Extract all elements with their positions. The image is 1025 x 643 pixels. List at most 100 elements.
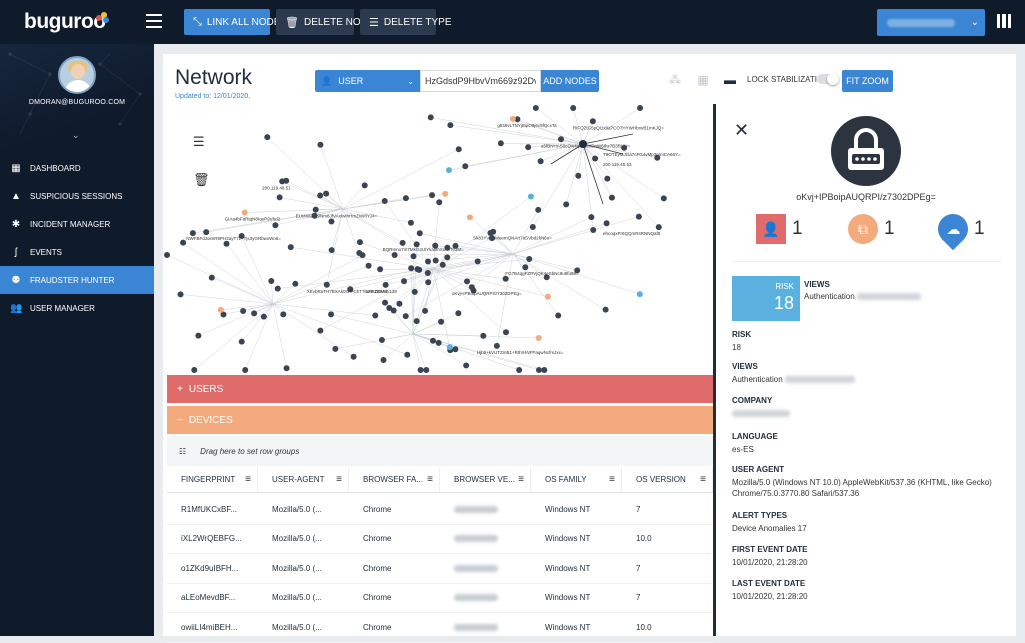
graph-node bbox=[462, 163, 468, 169]
graph-node bbox=[366, 263, 372, 269]
column-menu-icon[interactable]: ≡ bbox=[336, 474, 342, 485]
chevron-down-icon: ⌄ bbox=[971, 17, 979, 28]
cell-browser-version bbox=[440, 613, 531, 642]
logo: buguroo bbox=[0, 0, 154, 44]
graph-node bbox=[436, 340, 442, 346]
graph-node bbox=[621, 145, 627, 151]
graph-edge bbox=[533, 144, 583, 227]
node-detail-panel: ✕ oKvj+IPBoipAUQRPI/z7302DPEg= 👤 1 ⧉ 1 ☁ bbox=[716, 104, 1016, 636]
column-menu-icon[interactable]: ≡ bbox=[518, 474, 524, 485]
graph-node bbox=[536, 367, 542, 373]
panel-icon[interactable]: ▬ bbox=[723, 73, 737, 87]
delete-node-button[interactable]: 🗑 DELETE NODE bbox=[276, 9, 354, 35]
users-count[interactable]: 👤 1 bbox=[756, 214, 803, 244]
graph-node bbox=[313, 207, 319, 213]
table-row[interactable]: o1ZKd9uIBFH... Mozilla/5.0 (... Chrome W… bbox=[167, 554, 713, 584]
fit-zoom-button[interactable]: FIT ZOOM bbox=[842, 70, 893, 92]
table-row[interactable]: aLEoMevdBF... Mozilla/5.0 (... Chrome Wi… bbox=[167, 584, 713, 614]
graph-edge bbox=[167, 255, 273, 304]
graph-node bbox=[452, 346, 458, 352]
graph-node bbox=[489, 235, 495, 241]
graph-edge bbox=[394, 311, 413, 334]
ips-count[interactable]: ☁ 1 bbox=[938, 214, 985, 244]
graph-node bbox=[432, 243, 438, 249]
graph-node bbox=[526, 256, 532, 262]
row-group-icon: ☷ bbox=[179, 447, 186, 456]
graph-node-label: oKvj+IPBoipAUQRPI/z7302DPEg= bbox=[452, 291, 522, 296]
column-header-os-version[interactable]: OS VERSION≡ bbox=[622, 467, 713, 492]
graph-node bbox=[242, 210, 248, 216]
cell-fingerprint: owiiLI4miBEH... bbox=[167, 613, 258, 642]
graph-node bbox=[224, 241, 230, 247]
graph-node bbox=[351, 354, 357, 360]
graph-edge bbox=[513, 254, 606, 310]
graph-node bbox=[381, 357, 387, 363]
redacted-value bbox=[454, 624, 498, 631]
cell-os: Windows NT bbox=[531, 613, 622, 642]
graph-node bbox=[574, 267, 580, 273]
close-icon[interactable]: ✕ bbox=[734, 120, 749, 141]
column-menu-icon[interactable]: ≡ bbox=[427, 474, 433, 485]
sidebar-item-fraudster-hunter[interactable]: ⚉FRAUDSTER HUNTER bbox=[0, 266, 154, 294]
column-header-user-agent[interactable]: USER-AGENT≡ bbox=[258, 467, 349, 492]
graph-edge bbox=[413, 334, 539, 338]
sidebar-item-user-manager[interactable]: 👥USER MANAGER bbox=[0, 294, 154, 322]
add-nodes-button[interactable]: ADD NODES bbox=[541, 70, 599, 92]
graph-node bbox=[604, 220, 610, 226]
node-id-input[interactable] bbox=[420, 70, 541, 92]
cell-user-agent: Mozilla/5.0 (... bbox=[258, 613, 349, 642]
graph-node bbox=[264, 134, 270, 140]
graph-trash-icon[interactable]: 🗑 bbox=[193, 172, 210, 188]
graph-node bbox=[411, 253, 417, 259]
avatar[interactable] bbox=[58, 56, 96, 94]
devices-section-header[interactable]: − DEVICES bbox=[167, 406, 713, 434]
graph-node bbox=[414, 318, 420, 324]
sidebar-item-dashboard[interactable]: ▦DASHBOARD bbox=[0, 154, 154, 182]
field-user-agent: USER AGENT Mozilla/5.0 (Windows NT 10.0)… bbox=[732, 465, 1002, 499]
devices-table-header: FINGERPRINT≡ USER-AGENT≡ BROWSER FA...≡ … bbox=[167, 467, 713, 493]
graph-node bbox=[412, 289, 418, 295]
lock-stabilization-toggle[interactable] bbox=[817, 74, 839, 84]
graph-menu-icon[interactable]: ☰ bbox=[193, 134, 210, 150]
graph-node bbox=[328, 311, 334, 317]
table-row[interactable]: R1MfUKCxBF... Mozilla/5.0 (... Chrome Wi… bbox=[167, 495, 713, 525]
column-header-os-family[interactable]: OS FAMILY≡ bbox=[531, 467, 622, 492]
table-icon[interactable]: ▦ bbox=[696, 73, 710, 87]
column-menu-icon[interactable]: ≡ bbox=[609, 474, 615, 485]
column-header-browser-family[interactable]: BROWSER FA...≡ bbox=[349, 467, 440, 492]
delete-type-button[interactable]: ☰ DELETE TYPE bbox=[360, 9, 436, 35]
network-layout-icon[interactable]: ⁂ bbox=[668, 73, 682, 87]
users-section-header[interactable]: + USERS bbox=[167, 375, 713, 403]
row-group-bar[interactable]: ☷ Drag here to set row groups bbox=[167, 436, 713, 466]
link-all-nodes-button[interactable]: ⤡ LINK ALL NODES bbox=[184, 9, 270, 35]
devices-count[interactable]: ⧉ 1 bbox=[848, 214, 895, 244]
account-select[interactable]: ⌄ bbox=[877, 9, 985, 36]
node-id: oKvj+IPBoipAUQRPI/z7302DPEg= bbox=[716, 192, 1016, 202]
graph-node bbox=[403, 313, 409, 319]
column-header-browser-version[interactable]: BROWSER VE...≡ bbox=[440, 467, 531, 492]
graph-node bbox=[563, 201, 569, 207]
graph-node bbox=[455, 310, 461, 316]
column-menu-icon[interactable]: ≡ bbox=[700, 474, 706, 485]
graph-node bbox=[416, 267, 422, 273]
column-header-fingerprint[interactable]: FINGERPRINT≡ bbox=[167, 467, 258, 492]
graph-node bbox=[469, 284, 475, 290]
cell-user-agent: Mozilla/5.0 (... bbox=[258, 525, 349, 554]
sidebar-item-incident-manager[interactable]: ✱INCIDENT MANAGER bbox=[0, 210, 154, 238]
graph-node bbox=[240, 308, 246, 314]
columns-icon[interactable] bbox=[997, 14, 1011, 28]
column-menu-icon[interactable]: ≡ bbox=[245, 474, 251, 485]
sidebar-item-suspicious-sessions[interactable]: ▲SUSPICIOUS SESSIONS bbox=[0, 182, 154, 210]
graph-node bbox=[164, 252, 170, 258]
menu-toggle-icon[interactable] bbox=[146, 14, 162, 28]
chevron-down-icon[interactable]: ⌄ bbox=[72, 130, 80, 141]
graph-node bbox=[555, 313, 561, 319]
graph-node-label: NWFBFdJoimR9PH2ayT7z+Tjs3yGRbwxWo6= bbox=[186, 236, 281, 241]
table-row[interactable]: owiiLI4miBEH... Mozilla/5.0 (... Chrome … bbox=[167, 613, 713, 643]
network-graph-canvas[interactable]: GIAa4bFaRtqN8IqeP9Vhd2gtI58vLTNYjBqiO9j6… bbox=[163, 104, 713, 374]
views-summary: Authentication bbox=[804, 292, 921, 301]
table-row[interactable]: iXL2WrQEBFG... Mozilla/5.0 (... Chrome W… bbox=[167, 525, 713, 555]
node-type-select[interactable]: 👤 USER ⌄ bbox=[315, 70, 420, 92]
